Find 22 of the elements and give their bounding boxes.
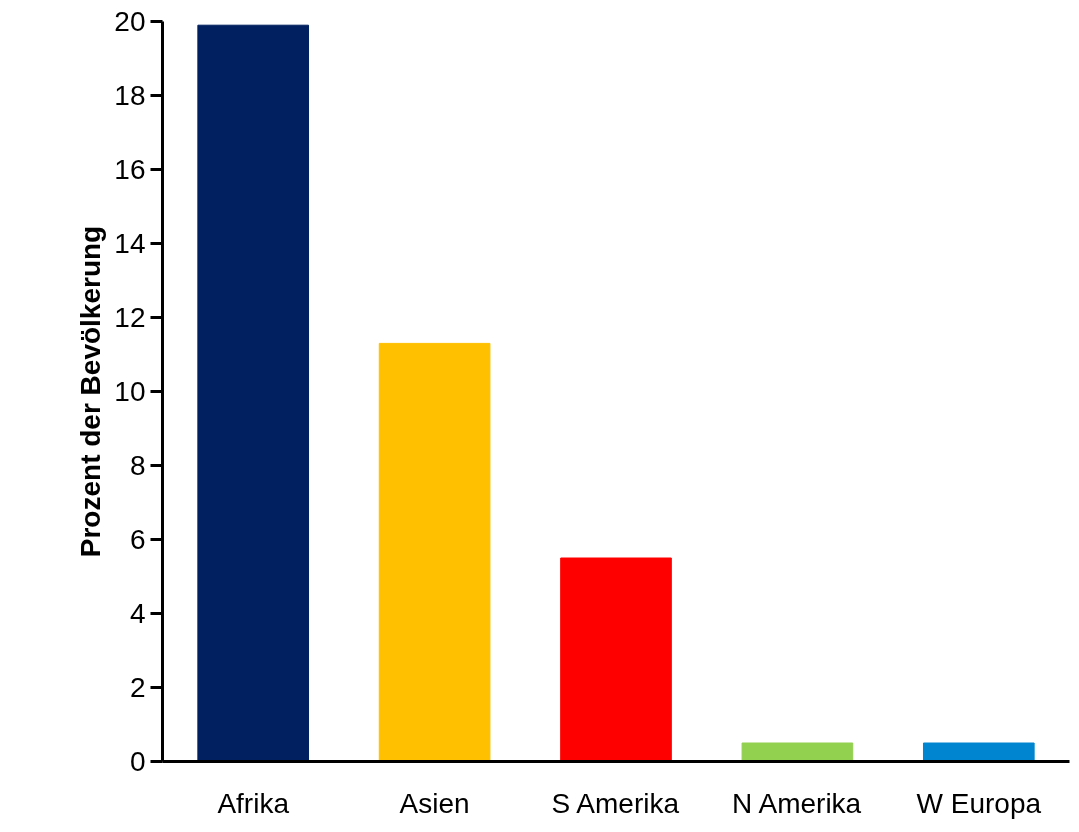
y-axis-title: Prozent der Bevölkerung: [75, 225, 107, 558]
bar: [560, 557, 672, 762]
bar: [378, 342, 491, 762]
bar: [197, 24, 310, 762]
y-tick-label: 10: [114, 376, 146, 407]
y-tick-label: 14: [114, 228, 146, 259]
x-tick-label: Afrika: [217, 787, 290, 819]
bar: [741, 742, 854, 762]
bar: [922, 742, 1035, 762]
x-tick-label: Asien: [399, 787, 470, 819]
x-tick-label: N Amerika: [732, 787, 862, 819]
x-tick-label: W Europa: [916, 787, 1042, 819]
y-tick-label: 16: [114, 154, 146, 185]
y-tick-label: 4: [129, 598, 146, 629]
y-tick-label: 8: [129, 450, 146, 481]
x-tick-label: S Amerika: [551, 787, 680, 819]
y-tick-label: 18: [114, 80, 146, 111]
y-tick-label: 2: [129, 672, 146, 703]
y-tick-label: 12: [114, 302, 146, 333]
y-tick-label: 0: [129, 746, 146, 777]
y-tick-label: 6: [129, 524, 146, 555]
y-tick-label: 20: [114, 6, 146, 37]
